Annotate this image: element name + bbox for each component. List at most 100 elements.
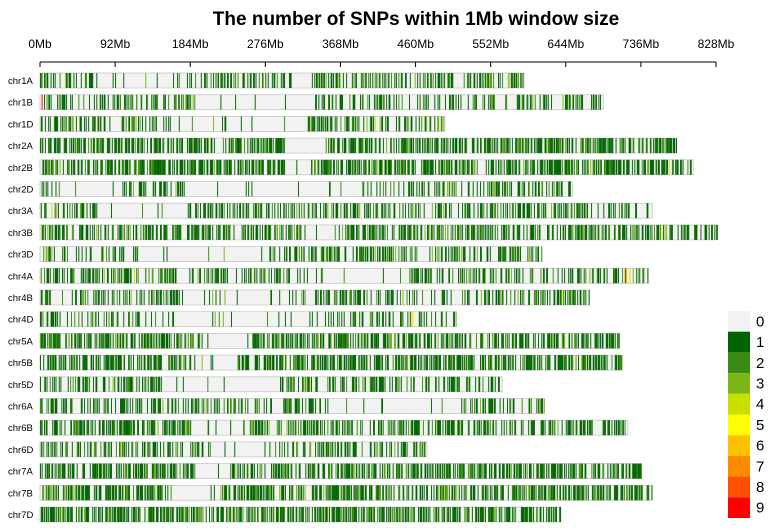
snp-window bbox=[295, 398, 297, 414]
snp-window bbox=[495, 268, 497, 284]
snp-window bbox=[96, 355, 98, 371]
snp-window bbox=[363, 116, 365, 132]
snp-window bbox=[518, 203, 520, 219]
snp-window bbox=[493, 463, 495, 479]
snp-window bbox=[92, 420, 94, 436]
snp-window bbox=[500, 138, 502, 154]
snp-window bbox=[621, 138, 623, 154]
snp-window bbox=[304, 224, 306, 240]
snp-window bbox=[547, 138, 549, 154]
snp-window bbox=[126, 224, 128, 240]
snp-window bbox=[201, 398, 203, 414]
snp-window bbox=[360, 159, 362, 175]
snp-window bbox=[441, 398, 443, 414]
snp-window bbox=[303, 268, 305, 284]
snp-window bbox=[274, 203, 276, 219]
snp-window bbox=[608, 224, 610, 240]
snp-window bbox=[463, 246, 465, 262]
snp-window bbox=[190, 203, 192, 219]
snp-window bbox=[249, 268, 251, 284]
snp-window bbox=[480, 246, 482, 262]
snp-window bbox=[259, 203, 261, 219]
snp-window bbox=[548, 138, 550, 154]
snp-window bbox=[102, 138, 103, 154]
snp-window bbox=[102, 463, 104, 479]
snp-window bbox=[542, 463, 544, 479]
snp-window bbox=[483, 398, 485, 414]
snp-window bbox=[270, 355, 272, 371]
snp-window bbox=[604, 224, 606, 240]
snp-window bbox=[409, 224, 410, 240]
snp-window bbox=[311, 246, 313, 262]
snp-window bbox=[568, 355, 570, 371]
snp-window bbox=[414, 73, 416, 88]
snp-window bbox=[442, 181, 444, 197]
snp-window bbox=[360, 290, 361, 305]
snp-window bbox=[588, 355, 590, 371]
snp-window bbox=[385, 246, 387, 262]
snp-window bbox=[223, 376, 225, 392]
snp-window bbox=[280, 333, 282, 349]
snp-window bbox=[371, 463, 373, 479]
snp-window bbox=[198, 159, 200, 175]
snp-window bbox=[226, 159, 228, 175]
snp-window bbox=[128, 355, 130, 371]
snp-window bbox=[386, 138, 388, 154]
snp-window bbox=[84, 355, 86, 371]
snp-window bbox=[613, 463, 615, 479]
snp-window bbox=[551, 181, 553, 197]
snp-window bbox=[128, 268, 130, 284]
snp-window bbox=[463, 355, 465, 371]
snp-window bbox=[40, 203, 42, 219]
snp-window bbox=[216, 268, 218, 284]
snp-window bbox=[183, 420, 185, 436]
snp-window bbox=[618, 159, 619, 175]
snp-window bbox=[379, 94, 381, 110]
snp-window bbox=[515, 73, 517, 88]
snp-window bbox=[440, 420, 441, 436]
snp-window bbox=[144, 333, 146, 349]
snp-window bbox=[381, 159, 383, 175]
snp-window bbox=[309, 311, 311, 327]
snp-window bbox=[124, 268, 126, 284]
snp-window bbox=[500, 246, 502, 262]
snp-window bbox=[332, 94, 334, 110]
snp-window bbox=[391, 138, 393, 154]
snp-window bbox=[466, 376, 468, 392]
snp-window bbox=[355, 441, 357, 457]
snp-window bbox=[413, 355, 415, 371]
snp-window bbox=[168, 441, 170, 457]
snp-window bbox=[125, 159, 127, 175]
snp-window bbox=[240, 463, 241, 479]
snp-window bbox=[331, 441, 333, 457]
snp-window bbox=[168, 159, 170, 175]
snp-window bbox=[435, 420, 437, 436]
snp-window bbox=[133, 420, 135, 436]
snp-window bbox=[331, 138, 333, 154]
snp-window bbox=[399, 159, 401, 175]
snp-window bbox=[93, 398, 95, 414]
snp-window bbox=[371, 116, 373, 132]
snp-window bbox=[687, 224, 689, 240]
snp-window bbox=[310, 441, 312, 457]
snp-window bbox=[434, 94, 436, 110]
snp-window bbox=[520, 420, 522, 436]
snp-window bbox=[466, 376, 468, 392]
snp-window bbox=[232, 203, 234, 219]
snp-window bbox=[281, 463, 283, 479]
snp-window bbox=[404, 159, 406, 175]
snp-window bbox=[397, 420, 399, 436]
chromosome-bar bbox=[39, 441, 428, 458]
snp-window bbox=[128, 224, 130, 240]
snp-window bbox=[382, 376, 384, 392]
snp-window bbox=[499, 159, 501, 175]
snp-window bbox=[160, 398, 161, 414]
snp-window bbox=[604, 159, 606, 175]
snp-window bbox=[484, 420, 486, 436]
snp-window bbox=[122, 268, 124, 284]
snp-window bbox=[462, 355, 464, 371]
snp-window bbox=[445, 311, 447, 327]
snp-window bbox=[553, 159, 555, 175]
snp-window bbox=[338, 311, 340, 327]
snp-window bbox=[397, 159, 399, 175]
